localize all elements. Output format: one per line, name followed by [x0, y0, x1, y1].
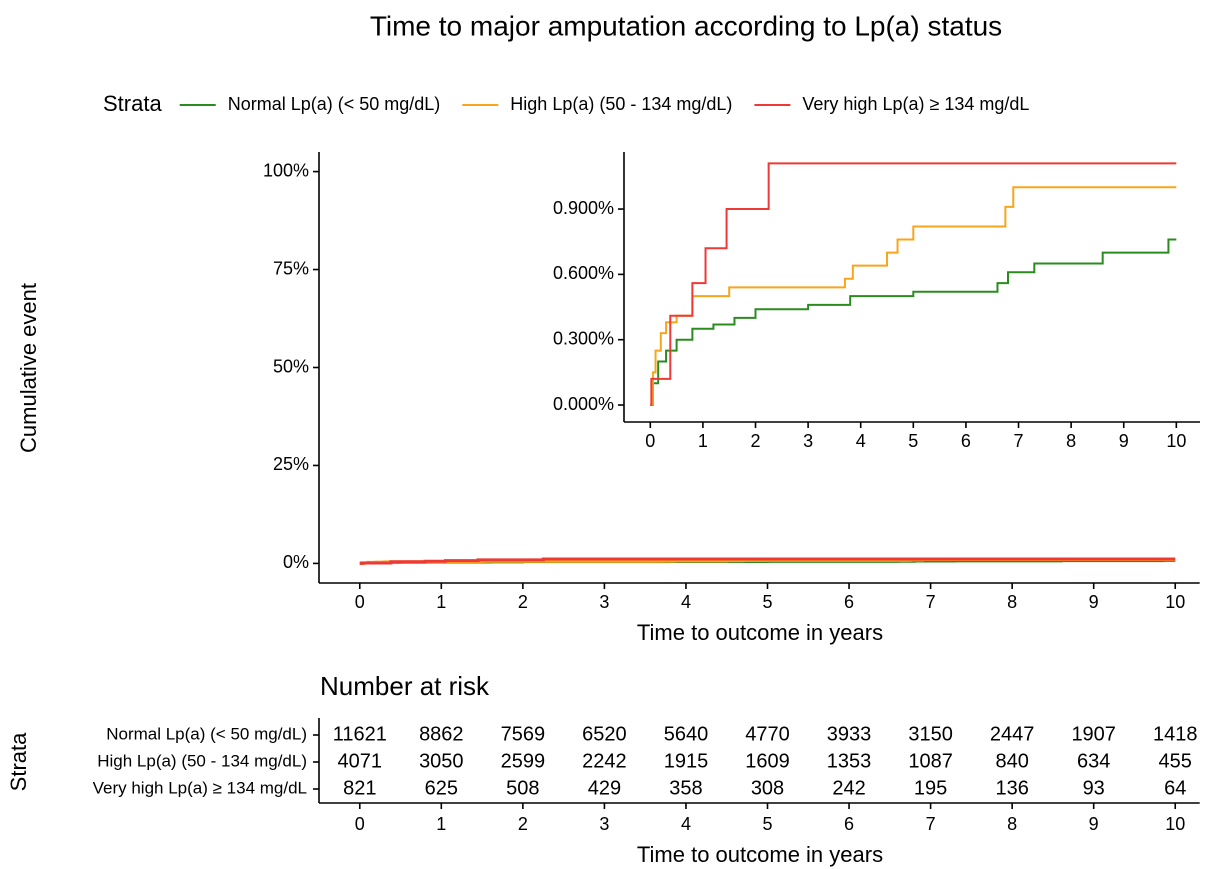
risk-count: 195: [914, 777, 947, 799]
x-tick-label: 7: [926, 592, 936, 612]
x-tick-label: 3: [803, 431, 813, 451]
risk-count: 242: [832, 777, 865, 799]
legend-label: High Lp(a) (50 - 134 mg/dL): [510, 94, 732, 114]
risk-count: 4071: [338, 750, 383, 772]
y-tick-label: 0.600%: [553, 263, 614, 283]
x-tick-label: 8: [1007, 814, 1017, 834]
row-label: Normal Lp(a) (< 50 mg/dL): [106, 724, 307, 743]
risk-count: 2447: [990, 723, 1035, 745]
y-tick-label: 50%: [273, 356, 309, 376]
risk-count: 2242: [582, 750, 627, 772]
risk-count: 11621: [333, 723, 387, 745]
y-tick-label: 100%: [263, 160, 309, 180]
x-tick-label: 9: [1089, 592, 1099, 612]
risk-count: 3150: [908, 723, 953, 745]
table-y-label: Strata: [6, 732, 31, 791]
x-tick-label: 0: [355, 592, 365, 612]
legend-label: Very high Lp(a) ≥ 134 mg/dL: [802, 94, 1029, 114]
x-tick-label: 1: [698, 431, 708, 451]
x-tick-label: 1: [436, 814, 446, 834]
x-tick-label: 7: [1014, 431, 1024, 451]
risk-count: 1907: [1071, 723, 1116, 745]
risk-count: 625: [425, 777, 458, 799]
survival-line: [359, 557, 1176, 565]
survival-line: [650, 238, 1177, 407]
risk-count: 6520: [582, 723, 627, 745]
risk-count: 7569: [501, 723, 546, 745]
risk-count: 508: [506, 777, 539, 799]
risk-count: 840: [995, 750, 1028, 772]
y-tick-label: 0%: [283, 552, 309, 572]
risk-count: 3933: [827, 723, 872, 745]
survival-line: [650, 162, 1177, 407]
risk-count: 358: [669, 777, 702, 799]
x-tick-label: 5: [908, 431, 918, 451]
risk-count: 1609: [745, 750, 790, 772]
x-tick-label: 2: [518, 592, 528, 612]
x-tick-label: 4: [856, 431, 866, 451]
x-tick-label: 6: [844, 592, 854, 612]
x-tick-label: 9: [1089, 814, 1099, 834]
inset-background: [624, 152, 1200, 452]
risk-count: 5640: [664, 723, 709, 745]
x-tick-label: 0: [355, 814, 365, 834]
x-tick-label: 3: [599, 592, 609, 612]
risk-count: 3050: [419, 750, 464, 772]
risk-count: 1087: [908, 750, 953, 772]
risk-count: 93: [1083, 777, 1105, 799]
x-tick-label: 10: [1165, 592, 1185, 612]
x-tick-label: 7: [926, 814, 936, 834]
survival-line: [650, 186, 1177, 407]
x-tick-label: 5: [762, 592, 772, 612]
x-tick-label: 3: [599, 814, 609, 834]
y-axis-label: Cumulative event: [16, 283, 41, 453]
risk-count: 4770: [745, 723, 790, 745]
risk-count: 136: [995, 777, 1028, 799]
risk-count: 1353: [827, 750, 872, 772]
y-tick-label: 25%: [273, 454, 309, 474]
risk-count: 455: [1159, 750, 1192, 772]
row-label: Very high Lp(a) ≥ 134 mg/dL: [93, 778, 307, 797]
risk-count: 1915: [664, 750, 709, 772]
y-tick-label: 0.900%: [553, 198, 614, 218]
x-tick-label: 6: [844, 814, 854, 834]
y-tick-label: 0.300%: [553, 328, 614, 348]
x-tick-label: 5: [762, 814, 772, 834]
x-tick-label: 4: [681, 814, 691, 834]
chart-title: Time to major amputation according to Lp…: [370, 10, 1002, 41]
risk-count: 821: [343, 777, 376, 799]
table-title: Number at risk: [320, 671, 490, 701]
risk-count: 2599: [501, 750, 546, 772]
x-tick-label: 6: [961, 431, 971, 451]
x-tick-label: 9: [1119, 431, 1129, 451]
y-tick-label: 0.000%: [553, 394, 614, 414]
row-label: High Lp(a) (50 - 134 mg/dL): [97, 751, 307, 770]
x-tick-label: 4: [681, 592, 691, 612]
x-axis-label: Time to outcome in years: [637, 620, 883, 645]
risk-count: 308: [751, 777, 784, 799]
y-tick-label: 75%: [273, 258, 309, 278]
risk-count: 64: [1164, 777, 1186, 799]
x-tick-label: 0: [645, 431, 655, 451]
risk-count: 634: [1077, 750, 1110, 772]
x-tick-label: 8: [1007, 592, 1017, 612]
legend-label: Normal Lp(a) (< 50 mg/dL): [228, 94, 441, 114]
x-tick-label: 10: [1165, 814, 1185, 834]
risk-count: 429: [588, 777, 621, 799]
x-tick-label: 1: [436, 592, 446, 612]
x-tick-label: 8: [1066, 431, 1076, 451]
x-tick-label: 10: [1166, 431, 1186, 451]
table-x-label: Time to outcome in years: [637, 842, 883, 867]
x-tick-label: 2: [750, 431, 760, 451]
risk-count: 8862: [419, 723, 464, 745]
x-tick-label: 2: [518, 814, 528, 834]
risk-count: 1418: [1153, 723, 1198, 745]
legend-title: Strata: [103, 91, 162, 116]
